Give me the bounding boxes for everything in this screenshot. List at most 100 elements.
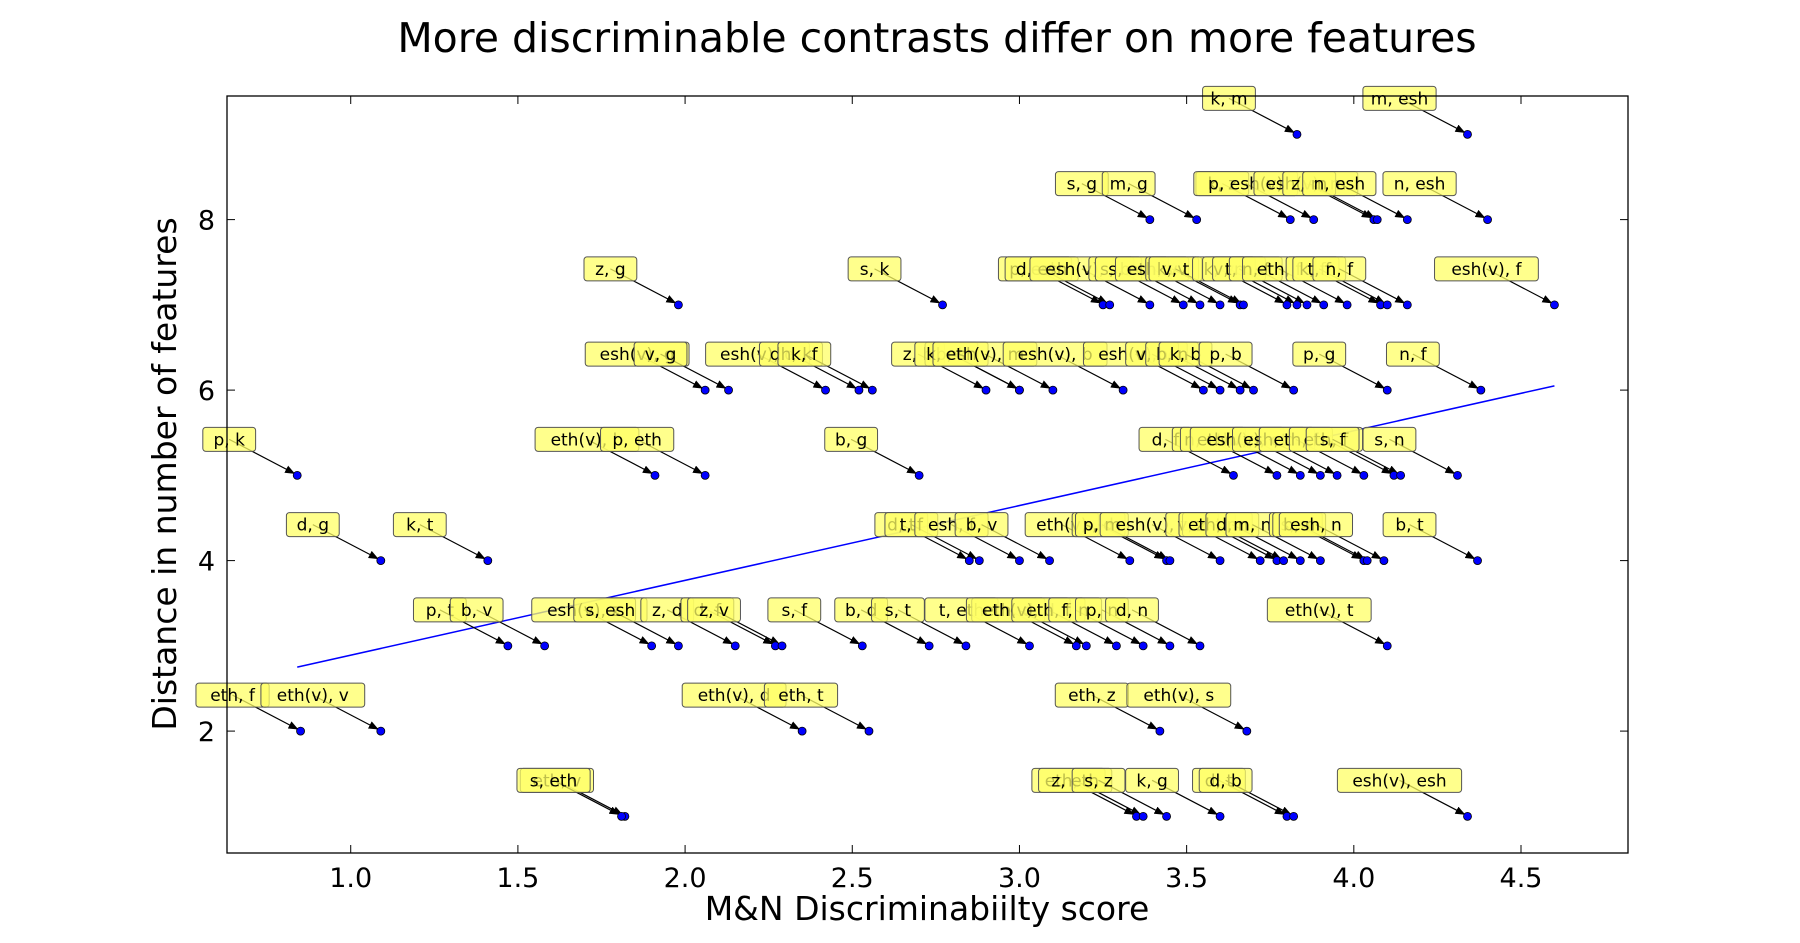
annotation-label: eth(v), v <box>277 686 349 706</box>
annotation-box <box>260 682 366 708</box>
data-point <box>1289 385 1299 395</box>
data-point <box>1138 641 1148 651</box>
data-point <box>1332 470 1342 480</box>
x-tick-label: 4.5 <box>1500 863 1543 894</box>
data-point <box>1138 811 1148 821</box>
annotation-label: v, t <box>1162 260 1190 280</box>
data-point <box>1342 300 1352 310</box>
annotation-box <box>1278 512 1354 538</box>
x-tick-label: 2.5 <box>831 863 874 894</box>
data-point <box>1229 470 1238 480</box>
y-tick-label: 2 <box>198 717 215 748</box>
annotation-label: b, d <box>845 601 877 621</box>
annotation-label: eth(v), t <box>1285 601 1354 621</box>
x-axis-ticks: 1.0 1.5 2.0 2.5 3.0 3.5 4.0 4.5 <box>329 96 1542 894</box>
annotation-box <box>1382 512 1437 538</box>
data-point <box>867 385 877 395</box>
data-point <box>1178 300 1188 310</box>
data-point <box>296 726 305 736</box>
data-point <box>1302 300 1312 310</box>
annotation-label: s, f <box>781 601 808 621</box>
data-point <box>1242 726 1252 736</box>
annotation-box <box>1105 597 1159 623</box>
data-point <box>1292 129 1302 139</box>
annotation-box <box>1302 171 1377 197</box>
annotation-label: z, d <box>652 601 683 621</box>
data-point <box>1292 300 1302 310</box>
data-point <box>1372 215 1382 225</box>
data-point <box>1285 215 1295 225</box>
annotation-label: p, g <box>1303 345 1335 365</box>
data-point <box>1463 811 1472 821</box>
x-tick-label: 2.0 <box>664 863 707 894</box>
annotation-label: s, g <box>1067 175 1097 195</box>
annotation-box <box>1126 682 1232 708</box>
annotation-label: eth, f <box>210 686 256 706</box>
data-point <box>1453 470 1462 480</box>
data-point <box>924 641 934 651</box>
annotation-box <box>777 341 832 367</box>
y-tick-label: 4 <box>198 547 215 578</box>
annotation-box <box>285 512 340 538</box>
data-point <box>1195 641 1205 651</box>
annotation-label: s, n <box>1374 430 1404 450</box>
data-point <box>1550 300 1559 310</box>
data-point <box>376 726 386 736</box>
data-point <box>1282 300 1292 310</box>
data-point <box>540 641 550 651</box>
data-point <box>1382 641 1392 651</box>
annotation-label: n, esh <box>1394 175 1446 195</box>
annotation-box <box>1382 171 1457 197</box>
annotation-label: z, v <box>699 601 729 621</box>
data-point <box>1105 300 1115 310</box>
annotation-box <box>763 682 839 708</box>
y-tick-label: 6 <box>198 376 215 407</box>
annotation-box <box>633 341 688 367</box>
annotation-box <box>847 256 902 282</box>
annotation-box <box>1101 171 1156 197</box>
data-point <box>503 641 513 651</box>
data-point <box>1215 556 1225 566</box>
annotation-box <box>516 767 591 793</box>
x-tick-label: 3.5 <box>1165 863 1208 894</box>
data-point <box>1125 556 1135 566</box>
annotation-label: s, k <box>860 260 890 280</box>
annotation-box <box>1292 341 1347 367</box>
annotation-box <box>1362 426 1417 452</box>
data-point <box>1045 556 1054 566</box>
annotation-label: d, n <box>1116 601 1148 621</box>
annotation-label: n, f <box>1399 345 1428 365</box>
data-point <box>1015 556 1024 566</box>
y-tick-label: 8 <box>198 206 215 237</box>
annotation-box <box>1202 85 1256 111</box>
data-point <box>854 385 864 395</box>
x-tick-label: 1.5 <box>496 863 539 894</box>
annotation-label: k, b <box>1170 345 1201 365</box>
data-point <box>1382 385 1392 395</box>
annotation-label: b, t <box>1395 516 1424 536</box>
annotation-label: esh(v), esh <box>1352 771 1446 791</box>
annotation-box <box>1385 341 1440 367</box>
data-point <box>673 300 683 310</box>
data-point <box>483 556 493 566</box>
annotation-box <box>1071 767 1126 793</box>
data-point <box>1255 556 1265 566</box>
data-point <box>1272 470 1282 480</box>
annotation-box <box>824 426 879 452</box>
plot-frame <box>226 95 1629 854</box>
data-point <box>1476 385 1486 395</box>
x-tick-label: 3.0 <box>998 863 1041 894</box>
annotation-label: n, f <box>1326 260 1355 280</box>
annotation-label: p, eth <box>612 430 662 450</box>
data-point <box>1289 811 1299 821</box>
annotation-box <box>871 597 925 623</box>
data-point <box>1235 385 1245 395</box>
annotation-box <box>1198 341 1253 367</box>
chart-title: More discriminable contrasts differ on m… <box>397 14 1476 62</box>
y-axis-label: Distance in number of features <box>145 217 184 730</box>
annotation-box <box>449 597 504 623</box>
annotation-box <box>1198 767 1253 793</box>
data-point <box>1362 556 1372 566</box>
